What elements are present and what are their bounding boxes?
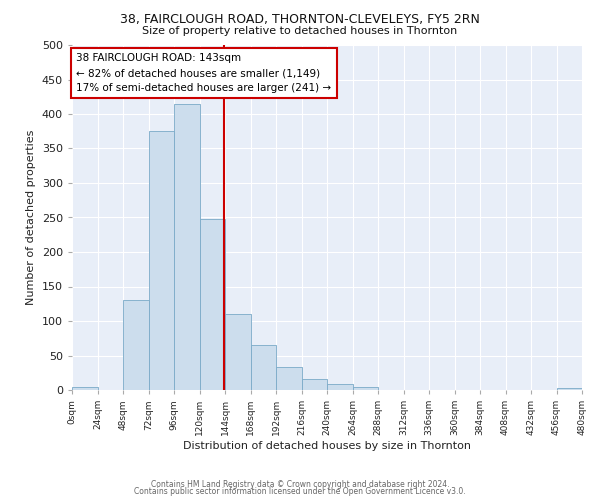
Y-axis label: Number of detached properties: Number of detached properties (26, 130, 36, 305)
Bar (557, 388, 582, 390)
Bar (72, 386, 97, 390)
Bar (251, 345, 276, 390)
Bar (353, 386, 378, 390)
Text: 38 FAIRCLOUGH ROAD: 143sqm
← 82% of detached houses are smaller (1,149)
17% of s: 38 FAIRCLOUGH ROAD: 143sqm ← 82% of deta… (76, 54, 331, 93)
Bar (123, 300, 149, 390)
Bar (149, 131, 174, 390)
Text: Contains HM Land Registry data © Crown copyright and database right 2024.: Contains HM Land Registry data © Crown c… (151, 480, 449, 489)
Bar (174, 104, 199, 390)
Text: 38, FAIRCLOUGH ROAD, THORNTON-CLEVELEYS, FY5 2RN: 38, FAIRCLOUGH ROAD, THORNTON-CLEVELEYS,… (120, 12, 480, 26)
Text: Size of property relative to detached houses in Thornton: Size of property relative to detached ho… (142, 26, 458, 36)
X-axis label: Distribution of detached houses by size in Thornton: Distribution of detached houses by size … (183, 441, 471, 451)
Bar (276, 367, 302, 390)
Bar (302, 379, 327, 390)
Bar (225, 314, 251, 390)
Bar (327, 384, 353, 390)
Text: Contains public sector information licensed under the Open Government Licence v3: Contains public sector information licen… (134, 487, 466, 496)
Bar (199, 219, 225, 390)
